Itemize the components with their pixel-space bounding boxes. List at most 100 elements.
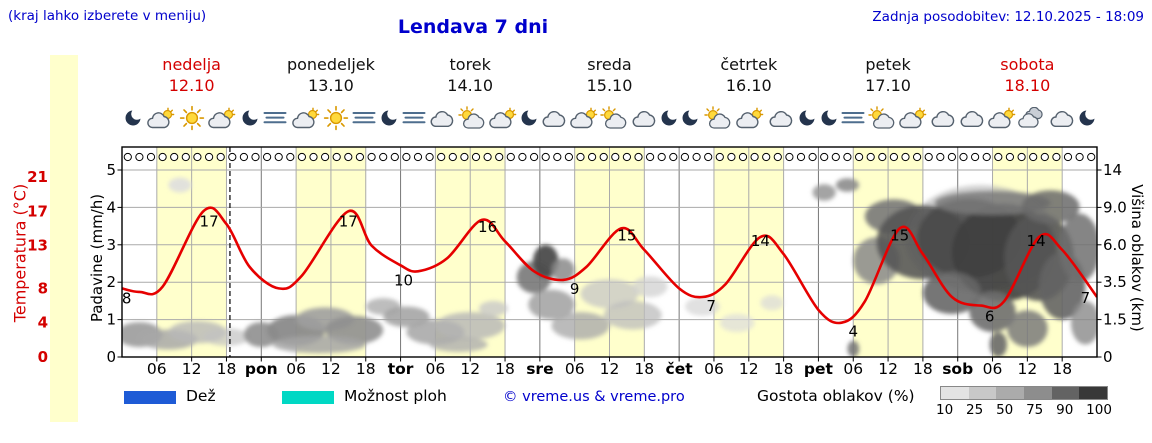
density-tick: 100 (1086, 402, 1112, 418)
day-header-ponedeljek: ponedeljek 13.10 (261, 54, 400, 96)
svg-text:18: 18 (495, 360, 515, 378)
svg-text:15: 15 (617, 226, 636, 244)
precip-probability-circles (123, 152, 1096, 162)
moon-icon (797, 108, 817, 128)
day-name: sreda (587, 55, 632, 74)
cloud-sun-icon (488, 107, 518, 130)
svg-text:06: 06 (704, 360, 724, 378)
day-date: 12.10 (168, 76, 215, 95)
day-icons-četrtek (679, 97, 818, 139)
svg-text:14: 14 (751, 232, 770, 250)
temperature-value-labels: 8 17 17 10 16 9 15 7 14 4 15 6 14 7 (122, 212, 1090, 340)
density-tick: 75 (1026, 402, 1044, 418)
svg-text:14: 14 (1027, 232, 1046, 250)
svg-text:12: 12 (739, 360, 759, 378)
day-header-nedelja: nedelja 12.10 (122, 54, 261, 96)
rain-label: Dež (186, 387, 216, 405)
day-date: 16.10 (725, 76, 772, 95)
density-tick: 25 (966, 402, 984, 418)
cloud-icon (1048, 108, 1076, 128)
svg-text:3.5: 3.5 (1103, 273, 1127, 291)
svg-text:1: 1 (106, 311, 116, 329)
svg-text:12: 12 (460, 360, 480, 378)
page-title: Lendava 7 dni (397, 16, 549, 38)
last-update: Zadnja posodobitev: 12.10.2025 - 18:09 (872, 9, 1144, 25)
showers-label: Možnost ploh (344, 387, 447, 405)
cloud-icon (540, 108, 568, 128)
sun-cloud-icon (599, 106, 629, 130)
clouds-icon (1017, 107, 1047, 129)
svg-text:čet: čet (666, 360, 694, 378)
day-date: 17.10 (865, 76, 911, 95)
day-name: nedelja (162, 55, 221, 74)
cloud-cover-layer (122, 177, 1097, 357)
cloud-density-gradient (940, 386, 1108, 400)
svg-text:tor: tor (388, 360, 414, 378)
temperature-curve (122, 206, 1097, 325)
svg-text:sre: sre (526, 360, 553, 378)
cloud-sun-icon (569, 107, 599, 130)
svg-text:6.0: 6.0 (1103, 236, 1127, 254)
day-name: petek (865, 55, 911, 74)
svg-text:17: 17 (27, 202, 48, 220)
day-name: ponedeljek (286, 55, 375, 74)
svg-text:06: 06 (983, 360, 1003, 378)
cloud-sun-icon (898, 107, 928, 130)
day-icons-sreda (540, 97, 679, 139)
svg-text:7: 7 (1081, 289, 1091, 307)
svg-text:6: 6 (985, 308, 995, 326)
day-name: sobota (1000, 55, 1055, 74)
density-tick: 90 (1056, 402, 1074, 418)
sun-cloud-icon (703, 106, 733, 130)
svg-text:8: 8 (38, 279, 48, 297)
cloud-density-ticks: 10 25 50 75 90 100 (936, 402, 1112, 418)
svg-text:06: 06 (565, 360, 585, 378)
svg-text:12: 12 (1018, 360, 1038, 378)
cloud-sun-icon (207, 107, 237, 130)
svg-text:0: 0 (106, 348, 116, 366)
day-date: 13.10 (308, 76, 354, 95)
left-accent-strip (50, 55, 78, 422)
svg-text:5: 5 (106, 161, 116, 179)
svg-text:12: 12 (321, 360, 341, 378)
day-header-sreda: sreda 15.10 (540, 54, 679, 96)
svg-text:12: 12 (600, 360, 620, 378)
svg-text:4: 4 (106, 198, 116, 216)
svg-text:18: 18 (217, 360, 237, 378)
day-date: 18.10 (1004, 76, 1051, 95)
day-header-sobota: sobota 18.10 (958, 54, 1097, 96)
cloud-density-label: Gostota oblakov (%) (757, 387, 915, 405)
sun-icon (179, 105, 205, 131)
showers-swatch (282, 391, 334, 404)
day-icons-petek (818, 97, 957, 139)
fog-icon (351, 109, 377, 127)
svg-text:pon: pon (245, 360, 278, 378)
svg-text:3: 3 (106, 236, 116, 254)
svg-text:18: 18 (356, 360, 376, 378)
svg-text:21: 21 (27, 168, 48, 186)
svg-text:06: 06 (843, 360, 863, 378)
cloud-sun-icon (291, 107, 321, 130)
svg-text:4: 4 (38, 314, 48, 332)
sun-cloud-icon (867, 106, 897, 130)
density-segment-100 (1079, 387, 1108, 399)
cloud-icon (630, 108, 658, 128)
cloud-icon (767, 108, 795, 128)
cloud-sun-icon (735, 107, 765, 130)
copyright-link[interactable]: © vreme.us & vreme.pro (503, 389, 685, 405)
cloud-icon (929, 108, 957, 128)
density-segment-50 (996, 387, 1025, 399)
moon-icon (123, 108, 143, 128)
menu-hint: (kraj lahko izberete v meniju) (8, 8, 207, 24)
svg-text:4: 4 (849, 323, 859, 341)
fog-icon (840, 109, 866, 127)
cloud-icon (428, 108, 456, 128)
day-header-petek: petek 17.10 (818, 54, 957, 96)
svg-text:06: 06 (147, 360, 167, 378)
day-header-četrtek: četrtek 16.10 (679, 54, 818, 96)
sun-cloud-icon (457, 106, 487, 130)
svg-text:15: 15 (890, 226, 909, 244)
